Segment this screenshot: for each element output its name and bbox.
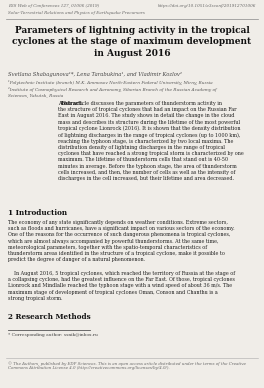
Text: ²Institute of Cosmophysical Research and Aeronomy, Siberian Branch of the Russia: ²Institute of Cosmophysical Research and… (8, 87, 217, 97)
Text: 1 Introduction: 1 Introduction (8, 209, 67, 217)
Text: https://doi.org/10.1051/e3sconf/201912701006: https://doi.org/10.1051/e3sconf/20191270… (158, 4, 256, 8)
Text: Parameters of lightning activity in the tropical
cyclones at the stage of maximu: Parameters of lightning activity in the … (12, 26, 252, 58)
Text: Abstract.: Abstract. (58, 101, 83, 106)
Text: * Corresponding author: ssnik@inbox.ru: * Corresponding author: ssnik@inbox.ru (8, 333, 98, 337)
Text: Svetlana Shabagunova¹*, Lena Tarabukina¹, and Vladimir Kozlov²: Svetlana Shabagunova¹*, Lena Tarabukina¹… (8, 72, 182, 77)
Text: This article discusses the parameters of thunderstorm activity in
the structure : This article discusses the parameters of… (58, 101, 244, 181)
Text: Solar-Terrestrial Relations and Physics of Earthquake Precursors: Solar-Terrestrial Relations and Physics … (8, 11, 145, 15)
Text: The economy of any state significantly depends on weather conditions. Extreme se: The economy of any state significantly d… (8, 220, 235, 262)
Text: E3S Web of Conferences 127, 01006 (2019): E3S Web of Conferences 127, 01006 (2019) (8, 4, 99, 8)
Text: © The Authors, published by EDP Sciences. This is an open access article distrib: © The Authors, published by EDP Sciences… (8, 361, 246, 371)
Text: 2 Research Methods: 2 Research Methods (8, 313, 91, 321)
Text: In August 2016, 5 tropical cyclones, which reached the territory of Russia at th: In August 2016, 5 tropical cyclones, whi… (8, 271, 235, 301)
Text: ¹Polytechnic Institute (branch) M.K. Ammosov North-Eastern Federal University, M: ¹Polytechnic Institute (branch) M.K. Amm… (8, 80, 213, 85)
